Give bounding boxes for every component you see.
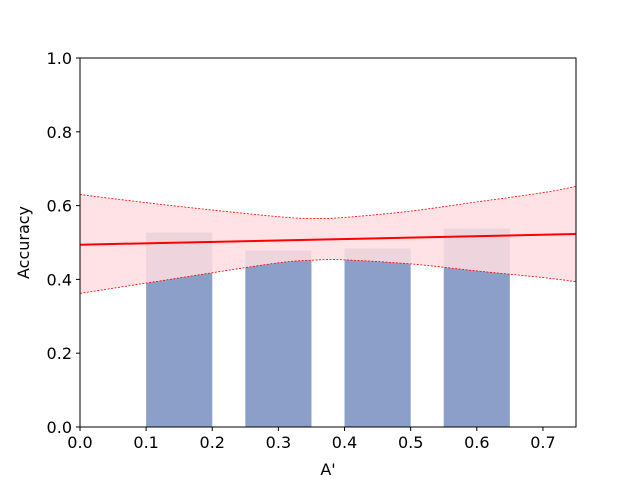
x-axis-label: A' [320, 460, 335, 479]
x-tick-label: 0.2 [200, 433, 225, 452]
regression-line [79, 233, 577, 246]
x-tick-label: 0.1 [133, 433, 158, 452]
y-tick-label: 0.2 [47, 344, 72, 363]
x-axis: 0.0 0.1 0.2 0.3 0.4 0.5 0.6 0.7 [67, 427, 556, 452]
x-tick-label: 0.4 [332, 433, 357, 452]
y-tick-label: 1.0 [47, 49, 72, 68]
x-tick-label: 0.3 [266, 433, 291, 452]
axes-frame [79, 57, 577, 428]
x-tick-label: 0.7 [530, 433, 555, 452]
plot-area [79, 186, 577, 427]
y-tick-label: 0.0 [47, 418, 72, 437]
bar-2 [245, 250, 312, 427]
x-tick-label: 0.5 [398, 433, 423, 452]
confidence-band-lower [79, 259, 577, 294]
y-tick-label: 0.8 [47, 123, 72, 142]
x-tick-label: 0.0 [67, 433, 92, 452]
confidence-band-upper [79, 186, 577, 219]
y-tick-label: 0.6 [47, 197, 72, 216]
x-tick-label: 0.6 [464, 433, 489, 452]
y-tick-label: 0.4 [47, 270, 72, 289]
y-axis: 0.0 0.2 0.4 0.6 0.8 1.0 [47, 49, 80, 437]
bar-3 [344, 248, 411, 427]
y-axis-label: Accuracy [14, 206, 33, 279]
